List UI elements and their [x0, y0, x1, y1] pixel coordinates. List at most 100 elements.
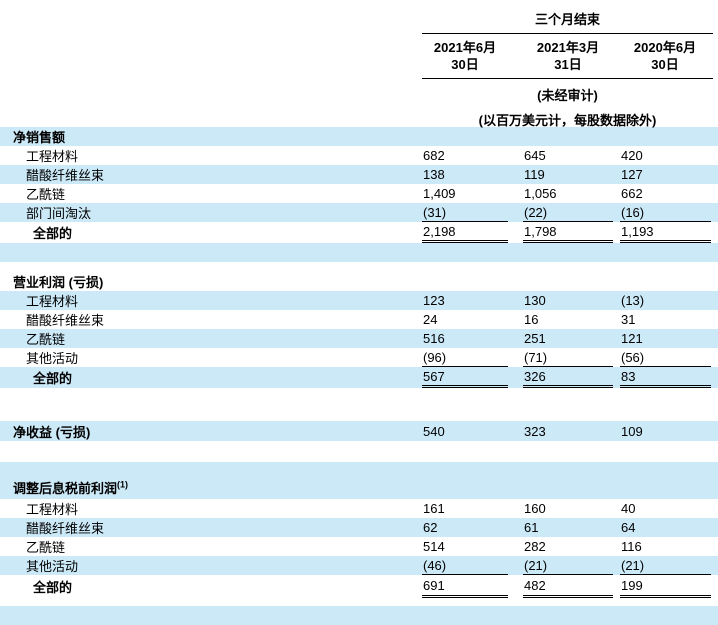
spacer-row — [0, 606, 718, 625]
cell-empty — [523, 272, 613, 291]
section-gap — [0, 388, 718, 421]
cell-empty — [523, 127, 613, 146]
section-title: 营业利润 (亏损) — [13, 275, 104, 290]
cell-value: (21) — [523, 556, 613, 575]
cell-value: 199 — [620, 575, 711, 598]
date-line2: 30日 — [451, 57, 479, 72]
table-row: 其他活动 (46) (21) (21) — [0, 556, 718, 575]
cell-empty — [620, 127, 711, 146]
cell-value: 130 — [524, 293, 546, 308]
cell-value: 323 — [524, 423, 546, 439]
cell-value: 116 — [621, 539, 642, 554]
cell-value: (46) — [422, 556, 508, 575]
column-header-date: 2021年6月 30日 — [422, 39, 508, 73]
table-row: 醋酸纤维丝束 138 119 127 — [0, 165, 718, 184]
cell-value: 691 — [422, 575, 508, 598]
cell-value: 326 — [523, 367, 613, 388]
cell-value: 645 — [524, 148, 546, 163]
total-label: 全部的 — [33, 580, 73, 595]
cell-value: 138 — [423, 167, 445, 182]
cell-value: 420 — [621, 148, 643, 163]
footnote-superscript: (1) — [117, 479, 129, 490]
section-title: 净销售额 — [13, 130, 66, 145]
cell-value: 121 — [621, 331, 643, 346]
cell-value: 1,798 — [523, 222, 613, 243]
cell-value: 123 — [423, 293, 445, 308]
row-label: 净收益 (亏损) — [13, 424, 91, 440]
table-header: 三个月结束 2021年6月 30日 2021年3月 31日 2020年6月 30… — [0, 0, 718, 128]
cell-value: 61 — [524, 520, 539, 535]
date-line1: 2021年3月 — [536, 40, 600, 55]
cell-value: 567 — [422, 367, 508, 388]
table-row: 乙酰链 516 251 121 — [0, 329, 718, 348]
section-gap — [0, 262, 718, 272]
cell-value: (22) — [523, 203, 613, 222]
cell-value: 160 — [524, 501, 546, 516]
date-line2: 30日 — [651, 57, 679, 72]
row-label: 醋酸纤维丝束 — [26, 313, 105, 328]
cell-value: 662 — [621, 186, 643, 201]
cell-value: (31) — [422, 203, 508, 222]
cell-value: (13) — [621, 293, 645, 308]
table-row: 工程材料 161 160 40 — [0, 499, 718, 518]
cell-value: 282 — [524, 539, 546, 554]
cell-value: (71) — [523, 348, 613, 367]
cell-value: 482 — [523, 575, 613, 598]
cell-empty — [422, 272, 508, 291]
total-row: 全部的 691 482 199 — [0, 575, 718, 598]
cell-empty — [523, 462, 613, 499]
cell-value: 516 — [423, 331, 445, 346]
cell-value: (21) — [620, 556, 711, 575]
cell-value: 83 — [620, 367, 711, 388]
cell-value: 24 — [423, 312, 438, 327]
row-label: 其他活动 — [26, 559, 79, 574]
cell-value: 1,409 — [423, 186, 456, 201]
row-label: 醋酸纤维丝束 — [26, 521, 105, 536]
date-line1: 2021年6月 — [433, 40, 497, 55]
row-label: 乙酰链 — [26, 540, 66, 555]
total-label: 全部的 — [33, 226, 73, 241]
cell-value: 40 — [621, 501, 636, 516]
total-row: 全部的 2,198 1,798 1,193 — [0, 222, 718, 243]
cell-empty — [422, 127, 508, 146]
table-row: 醋酸纤维丝束 24 16 31 — [0, 310, 718, 329]
section-header-adjusted-ebit: 调整后息税前利润(1) — [0, 462, 718, 499]
units-note: (以百万美元计，每股数据除外) — [478, 113, 657, 128]
table-row: 乙酰链 1,409 1,056 662 — [0, 184, 718, 203]
row-label: 工程材料 — [26, 294, 79, 309]
cell-value: 1,056 — [524, 186, 557, 201]
cell-value: 2,198 — [422, 222, 508, 243]
table-row: 醋酸纤维丝束 62 61 64 — [0, 518, 718, 537]
cell-value: 16 — [524, 312, 539, 327]
cell-value: 540 — [423, 423, 445, 439]
cell-value: 1,193 — [620, 222, 711, 243]
column-header-date: 2021年3月 31日 — [523, 39, 613, 73]
cell-value: 64 — [621, 520, 636, 535]
table-row: 工程材料 682 645 420 — [0, 146, 718, 165]
section-header-operating-profit: 营业利润 (亏损) — [0, 272, 718, 291]
row-label: 其他活动 — [26, 351, 79, 366]
date-line1: 2020年6月 — [633, 40, 697, 55]
row-net-earnings: 净收益 (亏损) 540 323 109 — [0, 421, 718, 441]
cell-value: 161 — [423, 501, 445, 516]
cell-value: (56) — [620, 348, 711, 367]
period-header: 三个月结束 — [422, 0, 713, 34]
unaudited-note: (未经审计) — [537, 88, 598, 103]
row-label: 醋酸纤维丝束 — [26, 168, 105, 183]
table-row: 工程材料 123 130 (13) — [0, 291, 718, 310]
table-row: 部门间淘汰 (31) (22) (16) — [0, 203, 718, 222]
cell-value: 119 — [524, 167, 545, 182]
row-label: 工程材料 — [26, 502, 79, 517]
cell-value: (16) — [620, 203, 711, 222]
cell-value: 514 — [423, 539, 445, 554]
section-gap — [0, 441, 718, 462]
total-label: 全部的 — [33, 371, 73, 386]
section-gap — [0, 598, 718, 606]
date-column-headers: 2021年6月 30日 2021年3月 31日 2020年6月 30日 — [422, 34, 713, 79]
row-label: 工程材料 — [26, 149, 79, 164]
section-title-text: 调整后息税前利润 — [13, 481, 118, 496]
cell-value: 62 — [423, 520, 438, 535]
section-header-net-sales: 净销售额 — [0, 127, 718, 146]
cell-value: 127 — [621, 167, 643, 182]
